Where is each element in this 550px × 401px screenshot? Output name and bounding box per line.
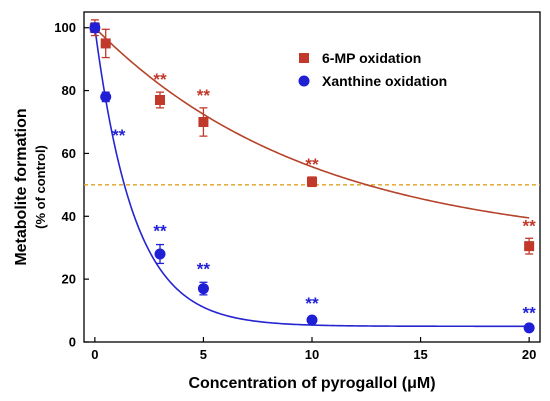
fit-curve-6-mp-oxidation [94,27,530,219]
point-xanthine-oxidation [197,283,209,295]
point-6-mp-oxidation [100,38,111,49]
x-tick-label: 20 [522,347,536,362]
significance-label-6-mp-oxidation: ** [305,155,319,174]
x-axis-label: Concentration of pyrogallol (μM) [188,375,435,392]
y-tick-label: 60 [62,146,76,161]
point-6-mp-oxidation [524,241,535,252]
significance-label-xanthine-oxidation: ** [197,259,211,278]
point-xanthine-oxidation [89,22,101,34]
x-tick-label: 10 [305,347,319,362]
axis-ticks: 0 5 10 15 20 0 20 40 60 80 100 [54,20,536,362]
point-6-mp-oxidation [307,176,317,187]
point-xanthine-oxidation [523,322,535,334]
x-tick-label: 0 [91,347,98,362]
y-tick-label: 80 [62,83,76,98]
point-xanthine-oxidation [306,314,318,326]
significance-label-xanthine-oxidation: ** [153,222,167,241]
legend-label-xanthine: Xanthine oxidation [322,73,447,89]
x-tick-label: 5 [200,347,207,362]
significance-label-6-mp-oxidation: ** [153,70,167,89]
y-tick-label: 0 [69,335,76,350]
point-6-mp-oxidation [155,95,165,105]
point-6-mp-oxidation [198,117,209,127]
legend: 6-MP oxidation Xanthine oxidation [298,50,447,89]
point-xanthine-oxidation [100,91,112,103]
significance-label-xanthine-oxidation: ** [305,294,319,313]
y-axis-sublabel: (% of control) [33,145,48,229]
significance-label-6-mp-oxidation: ** [523,216,537,235]
y-tick-label: 40 [62,209,76,224]
legend-label-6mp: 6-MP oxidation [322,50,421,66]
y-tick-label: 20 [62,272,76,287]
y-tick-label: 100 [54,20,76,35]
point-xanthine-oxidation [154,248,166,260]
x-tick-label: 15 [413,347,427,362]
legend-marker-xanthine [298,75,310,87]
y-axis-label: Metabolite formation [13,108,30,265]
significance-label-xanthine-oxidation: ** [112,126,126,145]
significance-label-6-mp-oxidation: ** [197,86,211,105]
significance-label-xanthine-oxidation: ** [523,303,537,322]
legend-marker-6mp [299,53,309,63]
data-marks: ** ** ** ** ** ** ** ** ** [89,19,537,334]
